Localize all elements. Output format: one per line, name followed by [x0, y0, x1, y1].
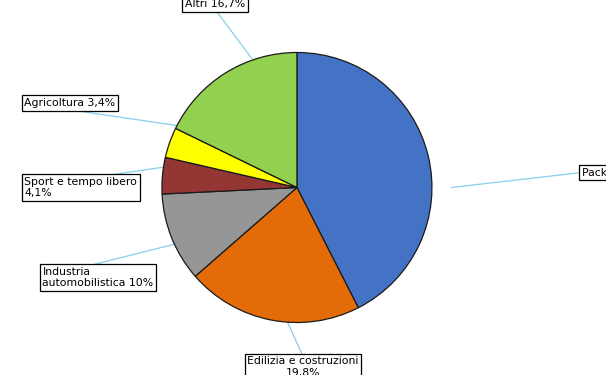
Wedge shape [195, 188, 358, 322]
Wedge shape [297, 53, 432, 308]
Wedge shape [162, 157, 297, 194]
Wedge shape [162, 188, 297, 276]
Text: Industria
automobilistica 10%: Industria automobilistica 10% [42, 267, 153, 288]
Text: Edilizia e costruzioni
19,8%: Edilizia e costruzioni 19,8% [247, 356, 359, 375]
Text: Packaging 39,9%: Packaging 39,9% [582, 168, 606, 177]
Text: Sport e tempo libero
4,1%: Sport e tempo libero 4,1% [24, 177, 137, 198]
Wedge shape [165, 128, 297, 188]
Text: Altri 16,7%: Altri 16,7% [185, 0, 245, 9]
Text: Agricoltura 3,4%: Agricoltura 3,4% [24, 98, 115, 108]
Wedge shape [176, 53, 297, 188]
